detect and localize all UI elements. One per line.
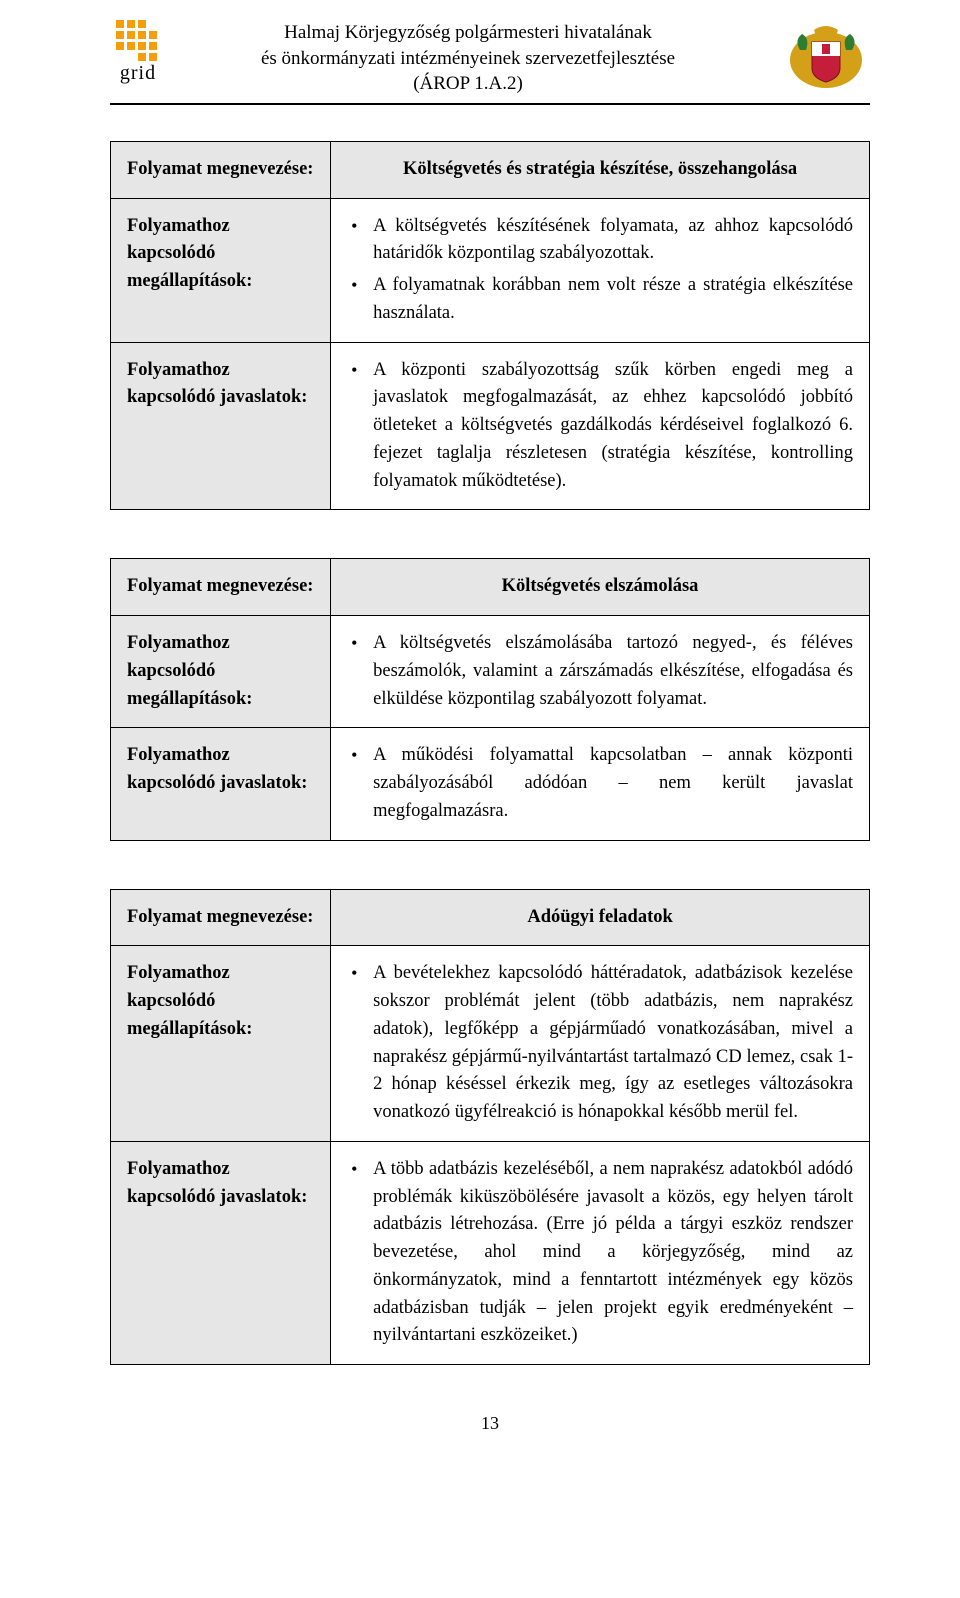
table-row: Folyamathoz kapcsolódó javaslatok: A töb… [111, 1141, 870, 1364]
list-item: A költségvetés készítésének folyamata, a… [369, 213, 853, 269]
findings-label: Folyamathoz kapcsolódó megállapítások: [111, 198, 331, 342]
process-table-3: Folyamat megnevezése: Adóügyi feladatok … [110, 889, 870, 1366]
list-item: A bevételekhez kapcsolódó háttéradatok, … [369, 960, 853, 1127]
table-row: Folyamathoz kapcsolódó megállapítások: A… [111, 616, 870, 728]
findings-cell: A költségvetés elszámolásába tartozó neg… [331, 616, 870, 728]
proposals-label: Folyamathoz kapcsolódó javaslatok: [111, 728, 331, 840]
table-row: Folyamathoz kapcsolódó javaslatok: A köz… [111, 342, 870, 510]
list-item: A folyamatnak korábban nem volt része a … [369, 272, 853, 328]
header-title: Halmaj Körjegyzőség polgármesteri hivata… [166, 20, 770, 97]
list-item: A működési folyamattal kapcsolatban – an… [369, 742, 853, 825]
page-number: 13 [110, 1413, 870, 1434]
process-name-label: Folyamat megnevezése: [111, 141, 331, 198]
process-table-1: Folyamat megnevezése: Költségvetés és st… [110, 141, 870, 511]
table-row: Folyamathoz kapcsolódó javaslatok: A műk… [111, 728, 870, 840]
process-name-label: Folyamat megnevezése: [111, 559, 331, 616]
findings-cell: A költségvetés készítésének folyamata, a… [331, 198, 870, 342]
proposals-label: Folyamathoz kapcsolódó javaslatok: [111, 342, 331, 510]
page-header: grid Halmaj Körjegyzőség polgármesteri h… [110, 20, 870, 105]
process-table-2: Folyamat megnevezése: Költségvetés elszá… [110, 558, 870, 840]
proposals-cell: A több adatbázis kezeléséből, a nem napr… [331, 1141, 870, 1364]
proposals-cell: A működési folyamattal kapcsolatban – an… [331, 728, 870, 840]
header-crest-block [770, 20, 870, 92]
header-logo-block: grid [110, 20, 166, 85]
page-container: grid Halmaj Körjegyzőség polgármesteri h… [0, 0, 960, 1474]
grid-logo-icon [116, 20, 160, 64]
crest-icon [782, 20, 870, 92]
header-title-line1: Halmaj Körjegyzőség polgármesteri hivata… [176, 20, 760, 46]
findings-label: Folyamathoz kapcsolódó megállapítások: [111, 616, 331, 728]
findings-cell: A bevételekhez kapcsolódó háttéradatok, … [331, 946, 870, 1142]
process-name-value: Költségvetés és stratégia készítése, öss… [331, 141, 870, 198]
table-row: Folyamat megnevezése: Költségvetés és st… [111, 141, 870, 198]
logo-label: grid [120, 62, 156, 85]
list-item: A központi szabályozottság szűk körben e… [369, 357, 853, 496]
table-row: Folyamathoz kapcsolódó megállapítások: A… [111, 198, 870, 342]
header-title-line3: (ÁROP 1.A.2) [176, 71, 760, 97]
findings-label: Folyamathoz kapcsolódó megállapítások: [111, 946, 331, 1142]
header-title-line2: és önkormányzati intézményeinek szerveze… [176, 46, 760, 72]
proposals-label: Folyamathoz kapcsolódó javaslatok: [111, 1141, 331, 1364]
table-row: Folyamat megnevezése: Költségvetés elszá… [111, 559, 870, 616]
table-row: Folyamathoz kapcsolódó megállapítások: A… [111, 946, 870, 1142]
process-name-value: Költségvetés elszámolása [331, 559, 870, 616]
list-item: A több adatbázis kezeléséből, a nem napr… [369, 1156, 853, 1350]
proposals-cell: A központi szabályozottság szűk körben e… [331, 342, 870, 510]
process-name-label: Folyamat megnevezése: [111, 889, 331, 946]
list-item: A költségvetés elszámolásába tartozó neg… [369, 630, 853, 713]
table-row: Folyamat megnevezése: Adóügyi feladatok [111, 889, 870, 946]
process-name-value: Adóügyi feladatok [331, 889, 870, 946]
